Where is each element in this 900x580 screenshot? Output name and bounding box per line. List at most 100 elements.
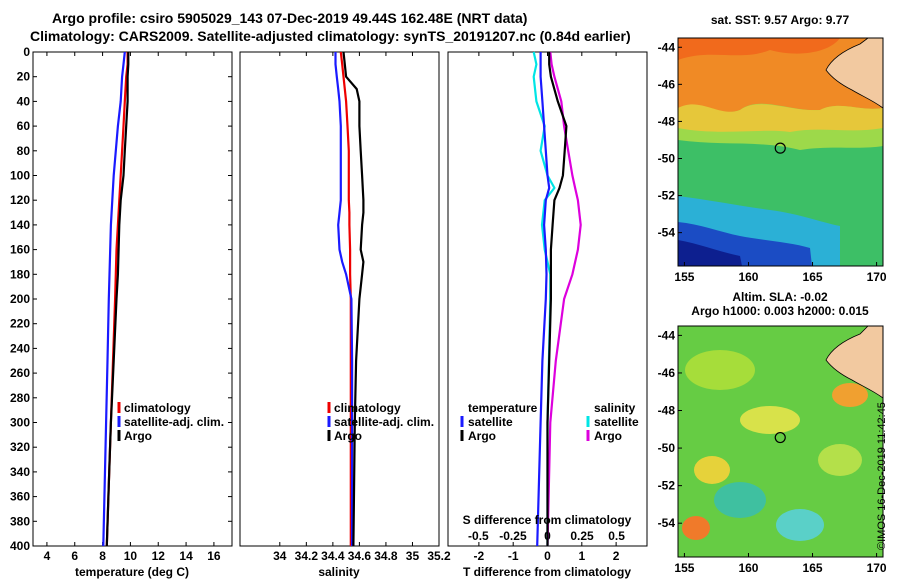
lat-tick-label: -50 [658, 441, 676, 455]
x-tick-label: 34.6 [348, 549, 372, 563]
salinity-xticks: 34 34.2 34.4 34.6 34.8 35 35.2 [273, 52, 451, 563]
legend-climatology: climatology [124, 401, 191, 415]
sla-anomaly [740, 406, 800, 434]
lat-tick-label: -44 [658, 40, 676, 54]
sla-anomaly [776, 509, 824, 541]
sla-map-subtitle: Argo h1000: 0.003 h2000: 0.015 [691, 304, 869, 318]
sla-anomaly [685, 350, 755, 390]
sla-map-ticks: 155 160 165 170 -44 -46 -48 -50 -52 -54 [658, 328, 887, 575]
depth-tick-label: 80 [17, 144, 31, 158]
x-tick-label: 34.8 [374, 549, 398, 563]
lat-tick-label: -46 [658, 77, 676, 91]
difference-panel: -2 -1 0 1 2 -0.5 -0.25 0 0.25 0.5 T difference f… [447, 51, 648, 579]
temperature-xlabel: temperature (deg C) [75, 565, 189, 579]
sla-map: Altim. SLA: -0.02 Argo h1000: 0.003 h200… [658, 290, 887, 575]
s-diff-tick-label: -0.5 [468, 529, 489, 543]
depth-tick-label: 340 [10, 465, 30, 479]
lon-tick-label: 155 [674, 270, 694, 284]
salinity-series [334, 51, 365, 547]
series-line-argo [105, 52, 130, 547]
depth-tick-label: 200 [10, 292, 30, 306]
depth-tick-label: 20 [17, 70, 31, 84]
depth-tick-label: 100 [10, 169, 30, 183]
x-tick-label: 0 [544, 549, 551, 563]
lat-tick-label: -52 [658, 189, 676, 203]
lon-tick-label: 170 [867, 561, 887, 575]
legend-temperature-title: temperature [468, 401, 538, 415]
depth-tick-label: 120 [10, 193, 30, 207]
temperature-series [102, 51, 130, 547]
depth-tick-label: 320 [10, 440, 30, 454]
lon-tick-label: 155 [674, 561, 694, 575]
sla-anomaly [832, 383, 868, 407]
difference-series [532, 51, 582, 547]
legend-t-argo: Argo [468, 429, 496, 443]
depth-tick-label: 400 [10, 539, 30, 553]
legend-argo: Argo [124, 429, 152, 443]
x-tick-label: 34 [273, 549, 287, 563]
sla-anomaly [694, 456, 730, 484]
depth-tick-label: 0 [23, 45, 30, 59]
sla-anomaly [682, 516, 710, 540]
legend-t-satellite: satellite [468, 415, 513, 429]
sla-anomaly [818, 444, 862, 476]
lon-tick-label: 160 [738, 270, 758, 284]
salinity-legend: climatology satellite-adj. clim. Argo [327, 401, 434, 443]
x-tick-label: 14 [179, 549, 193, 563]
series-line-argo [342, 51, 365, 547]
x-tick-label: -2 [474, 549, 485, 563]
s-diff-tick-label: 0.5 [608, 529, 625, 543]
depth-tick-label: 260 [10, 366, 30, 380]
salinity-difference-label: S difference from climatology [463, 513, 632, 527]
x-tick-label: 2 [613, 549, 620, 563]
series-line-climatology [339, 51, 352, 546]
x-tick-label: 12 [152, 549, 166, 563]
depth-tick-label: 60 [17, 119, 31, 133]
header-line-1: Argo profile: csiro 5905029_143 07-Dec-2… [52, 10, 528, 26]
sla-map-title: Altim. SLA: -0.02 [732, 290, 828, 304]
legend-satellite: satellite-adj. clim. [124, 415, 224, 429]
x-tick-label: 34.4 [321, 549, 345, 563]
depth-tick-label: 220 [10, 317, 30, 331]
salinity-axes [239, 51, 440, 547]
lat-tick-label: -52 [658, 479, 676, 493]
lat-tick-label: -54 [658, 226, 676, 240]
s-diff-tick-label: 0.25 [570, 529, 594, 543]
x-tick-label: 35.2 [427, 549, 451, 563]
s-diff-tick-label: -0.25 [499, 529, 527, 543]
difference-legend: temperature satellite Argo salinity sate… [460, 401, 639, 443]
salinity-panel: 34 34.2 34.4 34.6 34.8 35 35.2 salinity climat… [239, 51, 451, 579]
depth-tick-label: 360 [10, 490, 30, 504]
depth-tick-label: 300 [10, 416, 30, 430]
series-line-t-satellite [536, 52, 551, 547]
sla-anomaly [714, 482, 766, 518]
lon-tick-label: 165 [803, 270, 823, 284]
depth-tick-label: 180 [10, 267, 30, 281]
series-line-t-argo [546, 52, 568, 546]
lat-tick-label: -48 [658, 404, 676, 418]
sst-mid-region [678, 104, 883, 132]
lat-tick-label: -46 [658, 366, 676, 380]
sst-map: sat. SST: 9.57 Argo: 9.77 155 160 165 170 -4… [658, 13, 887, 284]
header-line-2: Climatology: CARS2009. Satellite-adjuste… [30, 28, 631, 44]
sla-frame [677, 325, 884, 558]
difference-xlabel: T difference from climatology [463, 565, 631, 579]
depth-tick-label: 160 [10, 243, 30, 257]
depth-tick-label: 40 [17, 94, 31, 108]
sla-argo-marker [774, 431, 786, 444]
legend-satellite: satellite-adj. clim. [334, 415, 434, 429]
sst-map-title: sat. SST: 9.57 Argo: 9.77 [711, 13, 850, 27]
x-tick-label: 1 [578, 549, 585, 563]
sst-land [825, 38, 883, 109]
lat-tick-label: -44 [658, 328, 676, 342]
lat-tick-label: -54 [658, 516, 676, 530]
x-tick-label: 8 [99, 549, 106, 563]
sla-land [825, 326, 883, 399]
depth-tick-label: 140 [10, 218, 30, 232]
sst-map-ticks: 155 160 165 170 -44 -46 -48 -50 -52 -54 [658, 40, 887, 284]
x-tick-label: 35 [406, 549, 420, 563]
legend-salinity-title: salinity [594, 401, 636, 415]
x-tick-label: 16 [207, 549, 221, 563]
x-tick-label: 34.2 [295, 549, 319, 563]
lat-tick-label: -50 [658, 151, 676, 165]
